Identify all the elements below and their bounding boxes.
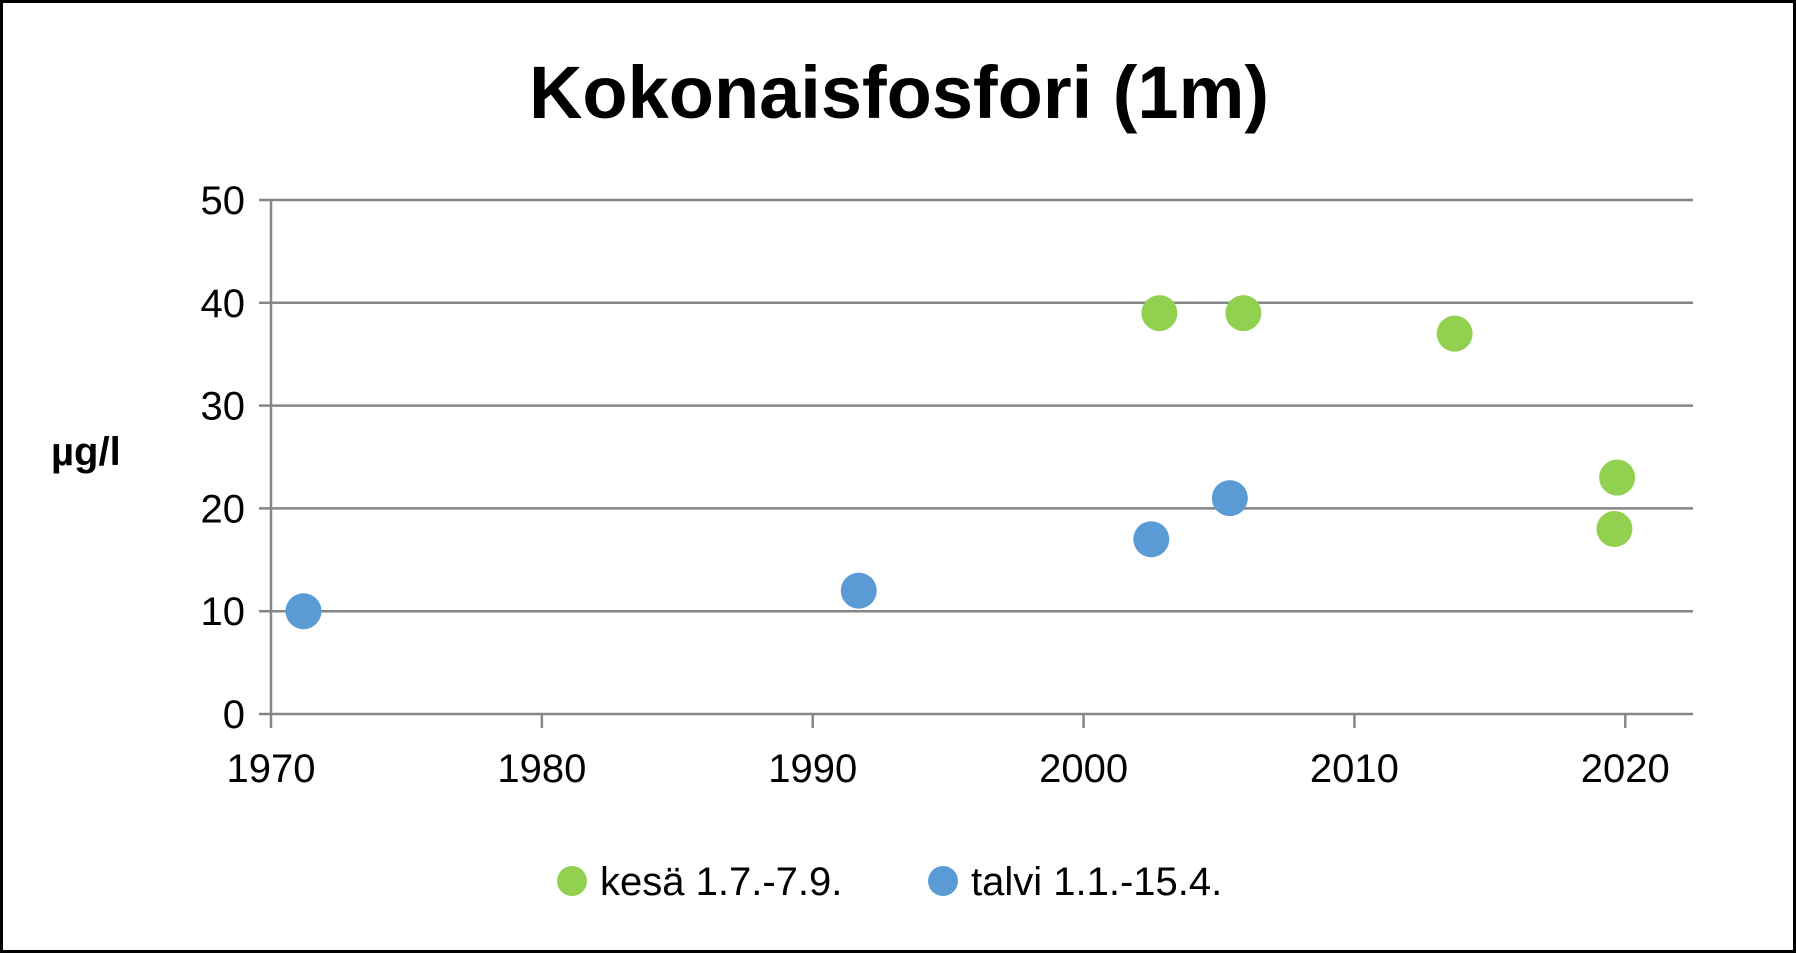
legend-label-0: kesä 1.7.-7.9. [600, 860, 842, 904]
y-tick-label-10: 10 [201, 590, 246, 634]
x-tick-label-2000: 2000 [1039, 747, 1128, 791]
gridlines [271, 198, 1693, 613]
axes [259, 198, 1693, 728]
data-point-series1-2 [1133, 521, 1170, 558]
x-tick-label-2010: 2010 [1310, 747, 1399, 791]
y-tick-label-20: 20 [201, 487, 246, 531]
legend: kesä 1.7.-7.9. talvi 1.1.-15.4. [557, 860, 1222, 904]
legend-label-1: talvi 1.1.-15.4. [971, 860, 1222, 904]
x-tick-label-1970: 1970 [227, 747, 316, 791]
data-point-series1-3 [1211, 480, 1248, 517]
chart-title: Kokonaisfosfori (1m) [529, 51, 1269, 134]
legend-marker-1 [928, 866, 958, 896]
tick-labels: 0 10 20 30 40 50 1970 1980 1990 2000 2010 2020 [201, 179, 1670, 791]
y-tick-label-0: 0 [223, 693, 245, 737]
legend-marker-0 [557, 866, 587, 896]
y-tick-label-30: 30 [201, 385, 246, 429]
x-tick-label-1980: 1980 [497, 747, 586, 791]
y-axis-label: µg/l [51, 430, 121, 474]
y-tick-label-40: 40 [201, 282, 246, 326]
scatter-chart: Kokonaisfosfori (1m) µg/l 0 10 20 30 40 50 197… [51, 51, 1693, 904]
x-tick-label-2020: 2020 [1581, 747, 1670, 791]
y-tick-label-50: 50 [201, 179, 246, 223]
data-point-series0-0 [1141, 295, 1178, 332]
data-points [285, 295, 1636, 630]
x-tick-label-1990: 1990 [768, 747, 857, 791]
data-point-series0-2 [1436, 315, 1473, 352]
data-point-series0-3 [1599, 459, 1636, 496]
data-point-series0-4 [1596, 510, 1633, 547]
data-point-series1-1 [840, 572, 877, 609]
data-point-series1-0 [285, 593, 322, 630]
data-point-series0-1 [1225, 295, 1262, 332]
